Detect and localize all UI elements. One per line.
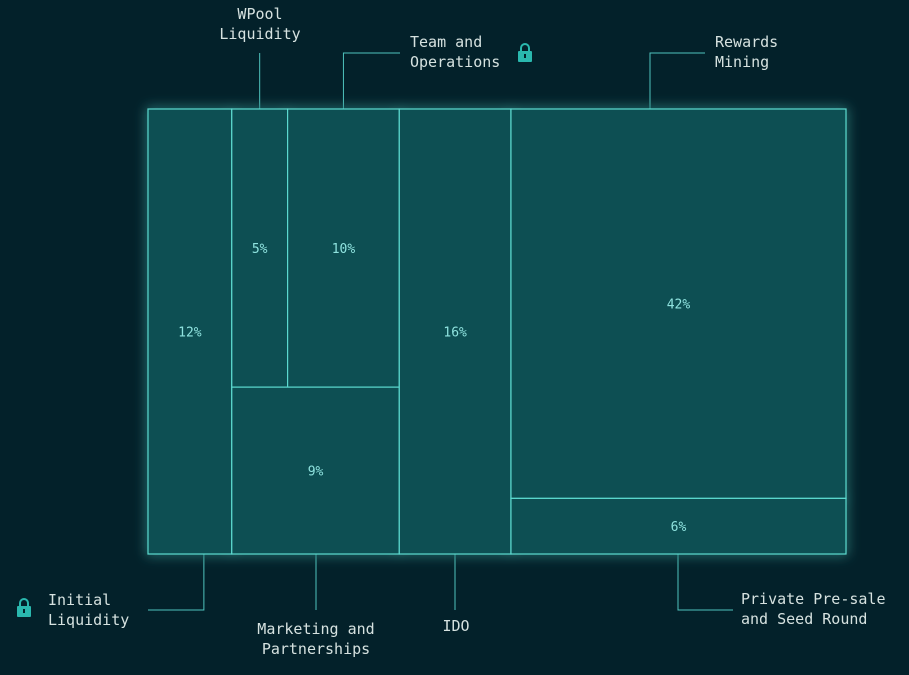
category-label-ido: IDO — [442, 617, 470, 635]
leader-line-private — [677, 554, 733, 611]
category-label-initial: Initial Liquidity — [48, 591, 130, 629]
value-label-wpool: 5% — [252, 242, 268, 257]
padlock-icon — [518, 43, 532, 62]
leader-line-rewards — [649, 52, 705, 109]
cell-rewards — [510, 108, 847, 499]
category-label-private: Private Pre-sale and Seed Round — [741, 590, 886, 628]
leader-line-team — [342, 52, 400, 109]
value-label-marketing: 9% — [308, 465, 324, 480]
value-label-initial: 12% — [178, 326, 202, 341]
leader-line-initial — [148, 554, 205, 611]
cell-private — [510, 497, 847, 555]
category-label-team: Team and Operations — [410, 33, 501, 71]
value-label-ido: 16% — [443, 326, 467, 341]
cell-team — [287, 108, 400, 388]
cell-wpool — [231, 108, 289, 388]
category-label-wpool: WPool Liquidity — [219, 5, 301, 43]
value-label-rewards: 42% — [667, 298, 691, 313]
category-label-rewards: Rewards Mining — [715, 33, 779, 71]
value-label-private: 6% — [671, 520, 687, 535]
cell-initial — [147, 108, 233, 555]
cell-ido — [398, 108, 512, 555]
padlock-icon — [17, 598, 31, 617]
category-label-marketing: Marketing and Partnerships — [257, 620, 375, 658]
cell-marketing — [231, 386, 400, 555]
value-label-team: 10% — [332, 242, 356, 257]
